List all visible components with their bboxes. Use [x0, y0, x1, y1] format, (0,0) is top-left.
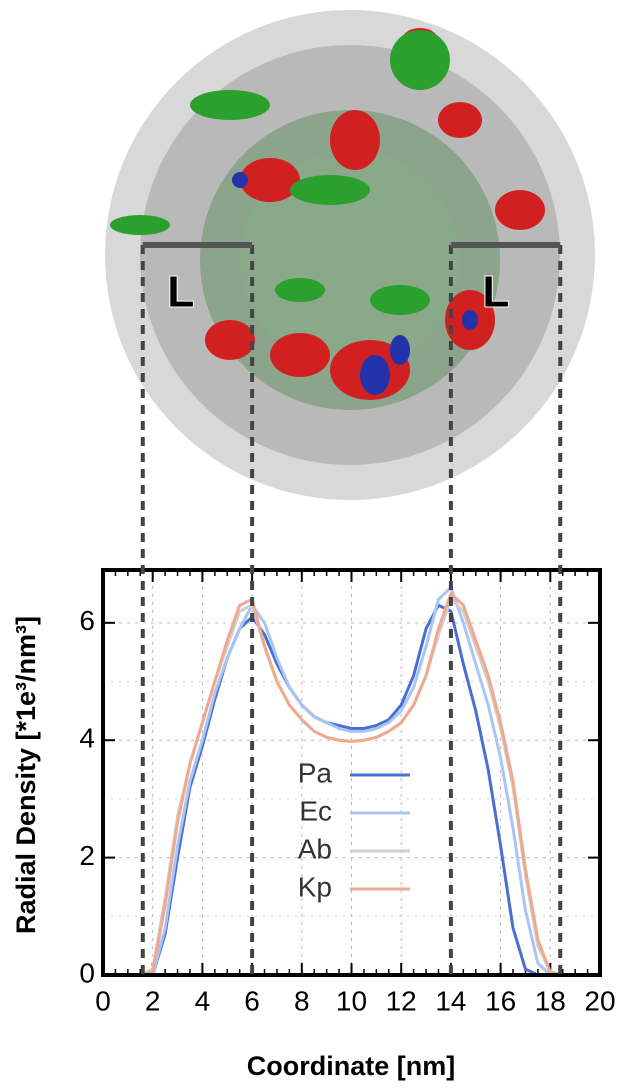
x-tick-label: 20 — [584, 985, 615, 1016]
series-line — [140, 586, 563, 977]
annotation: L — [167, 268, 194, 317]
legend-label: Pa — [298, 757, 333, 788]
x-tick-label: 14 — [435, 985, 466, 1016]
x-tick-label: 8 — [294, 985, 310, 1016]
y-tick-label: 4 — [79, 723, 95, 754]
series-line — [140, 603, 563, 977]
x-tick-label: 18 — [535, 985, 566, 1016]
molecule-render — [105, 10, 595, 500]
x-tick-label: 2 — [145, 985, 161, 1016]
legend-label: Kp — [298, 871, 332, 902]
x-tick-label: 16 — [485, 985, 516, 1016]
y-tick-label: 0 — [79, 957, 95, 988]
x-axis-label: Coordinate [nm] — [247, 1051, 456, 1081]
plot: 0 2 4 6 0 2 4 6 8 10 12 14 16 18 20 Pa Ec Ab Kp — [79, 568, 616, 1016]
y-tick-label: 6 — [79, 605, 95, 636]
series-line — [139, 591, 564, 977]
x-tick-label: 4 — [195, 985, 211, 1016]
legend-label: Ab — [298, 833, 332, 864]
legend-label: Ec — [299, 795, 332, 826]
annotation: L — [482, 268, 509, 317]
x-tick-label: 12 — [386, 985, 417, 1016]
y-tick-label: 2 — [79, 840, 95, 871]
y-axis-label: Radial Density [*1e³/nm³] — [11, 616, 41, 934]
x-tick-label: 10 — [336, 985, 367, 1016]
x-tick-label: 0 — [95, 985, 111, 1016]
plot-frame — [101, 568, 602, 977]
x-tick-label: 6 — [244, 985, 260, 1016]
